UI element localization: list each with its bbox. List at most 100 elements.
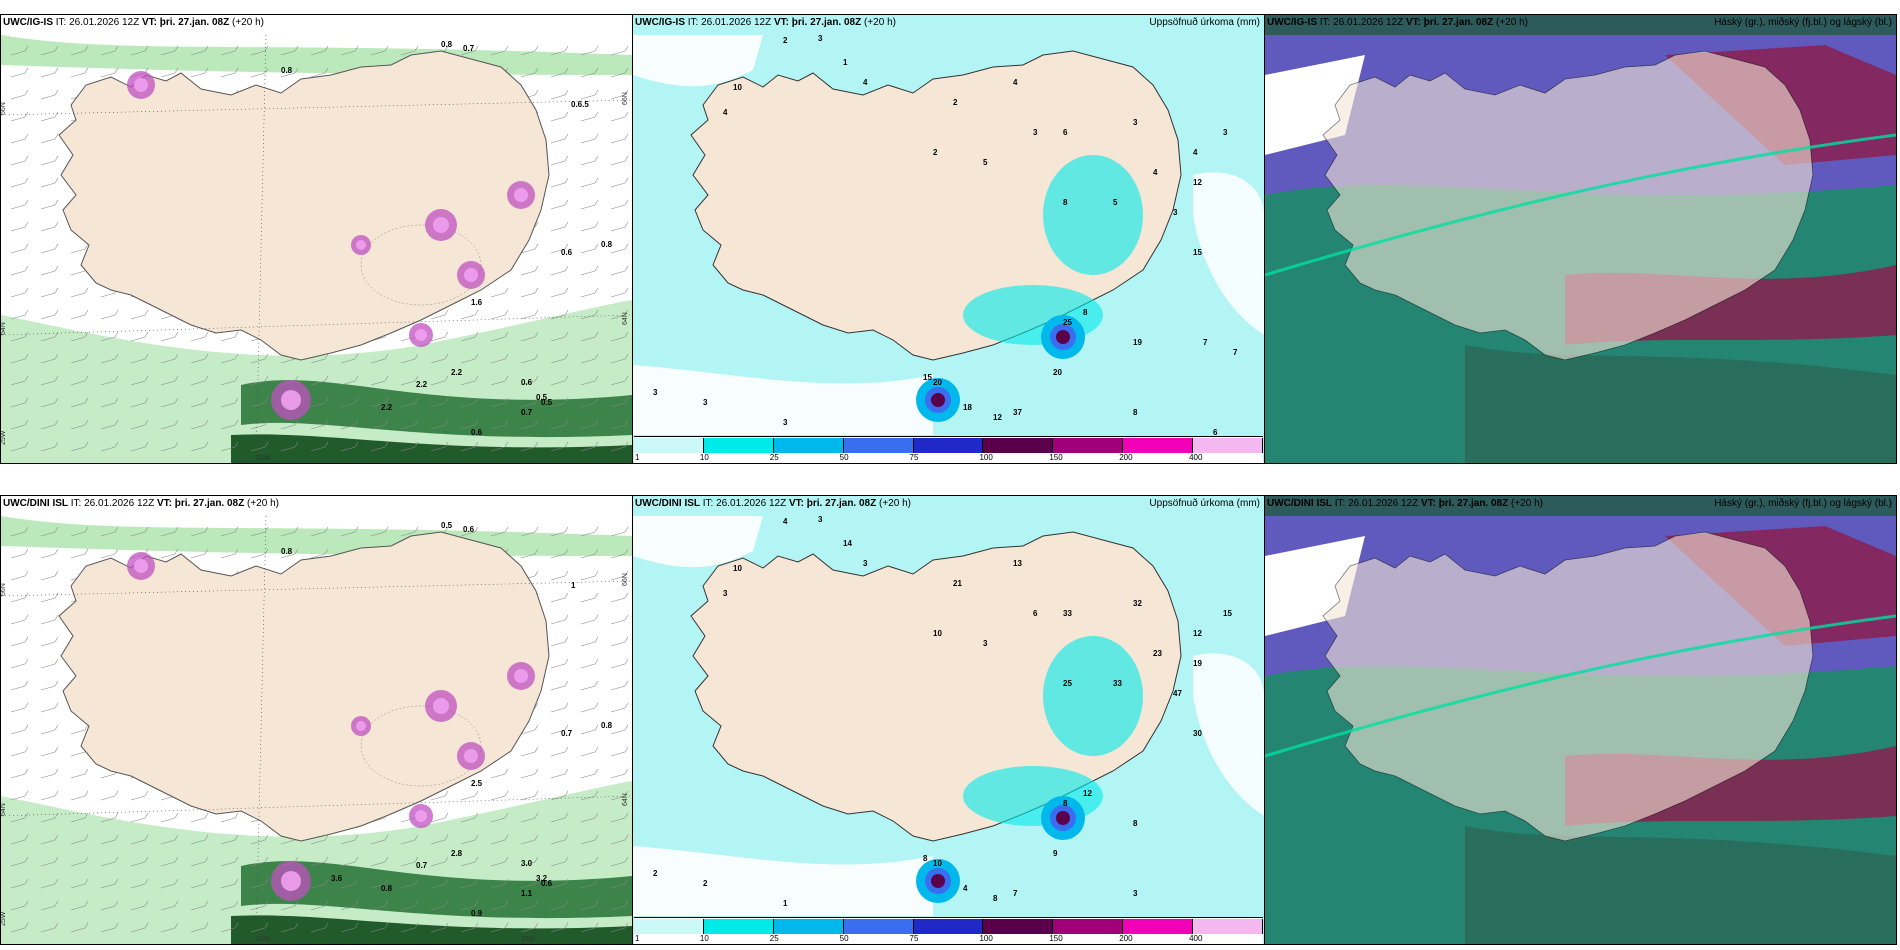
- wind-value-label: 0.5: [536, 393, 548, 402]
- precip-value-label: 12: [1083, 789, 1092, 798]
- precip-value-label: 15: [1193, 248, 1202, 257]
- precip-value-label: 4: [783, 517, 788, 526]
- panel-subtitle: Háský (gr.), miðský (fj.bl.) og lágský (…: [1714, 17, 1892, 28]
- precip-value-label: 32: [1133, 599, 1142, 608]
- colorbar-tick-label: 100: [979, 453, 993, 462]
- precip-value-label: 15: [923, 373, 932, 382]
- colorbar-segment: [1053, 919, 1124, 934]
- precip-value-label: 12: [1193, 178, 1202, 187]
- wind-value-label: 0.7: [521, 408, 533, 417]
- wind-value-label: 0.8: [381, 884, 393, 893]
- colorbar: 1 10 25 50 75 100 150 200 400: [634, 436, 1263, 463]
- precip-value-label: 8: [1133, 819, 1138, 828]
- colorbar-segment: [703, 919, 774, 934]
- wind-value-label: 1.6: [471, 298, 483, 307]
- colorbar-tick-label: 200: [1119, 453, 1133, 462]
- colorbar-segment: [843, 438, 914, 453]
- axis-label: 20W: [256, 936, 271, 943]
- precip-value-label: 3: [723, 589, 728, 598]
- panel-clouds-bottom: UWC/DINI ISL IT: 26.01.2026 12Z VT: þri.…: [1264, 495, 1897, 945]
- colorbar-tick-label: 25: [769, 934, 779, 943]
- precip-value-label: 12: [993, 413, 1002, 422]
- axis-label: 15W: [521, 936, 536, 943]
- precip-value-label: 19: [1193, 659, 1202, 668]
- precip-value-label: 7: [1233, 348, 1238, 357]
- axis-label: 66N: [1, 583, 7, 596]
- colorbar-segment: [1193, 438, 1263, 453]
- precip-value-label: 6: [1033, 609, 1038, 618]
- precip-value-label: 23: [1153, 649, 1162, 658]
- wind-value-label: 0.8: [281, 66, 293, 75]
- axis-label: 20W: [256, 455, 271, 462]
- axis-label: 66N: [1, 102, 7, 115]
- precip-value-label: 3: [1173, 208, 1178, 217]
- precip-value-label: 2: [933, 148, 938, 157]
- precip-value-label: 3: [1033, 128, 1038, 137]
- precip-value-label: 2: [953, 98, 958, 107]
- precip-value-label: 33: [1113, 679, 1122, 688]
- wind-value-label: 1.1: [521, 889, 533, 898]
- colorbar-segment: [634, 919, 704, 934]
- panel-precip-bottom: UWC/DINI ISL IT: 26.01.2026 12Z VT: þri.…: [632, 495, 1265, 945]
- wind-value-label: 0.6.5: [571, 100, 589, 109]
- panel-wind-bottom: UWC/DINI ISL IT: 26.01.2026 12Z VT: þri.…: [0, 495, 633, 945]
- precip-value-label: 2: [653, 869, 658, 878]
- wind-value-label: 0.8: [601, 721, 613, 730]
- wind-value-label: 0.5: [541, 398, 553, 407]
- precip-value-label: 2: [703, 879, 708, 888]
- panel-title: UWC/IG-IS IT: 26.01.2026 12Z VT: þri. 27…: [635, 17, 896, 28]
- colorbar-tick-label: 10: [699, 934, 709, 943]
- precip-value-label: 12: [1193, 629, 1202, 638]
- colorbar-tick-label: 400: [1189, 453, 1203, 462]
- precip-value-label: 20: [933, 378, 942, 387]
- precip-value-label: 5: [983, 158, 988, 167]
- precip-value-label: 3: [1133, 889, 1138, 898]
- colorbar-segment: [1053, 438, 1124, 453]
- precip-value-label: 20: [1053, 368, 1062, 377]
- precip-value-label: 3: [1133, 118, 1138, 127]
- precip-value-label: 10: [733, 83, 742, 92]
- colorbar-segment: [1123, 438, 1194, 453]
- precip-value-label: 37: [1013, 408, 1022, 417]
- wind-value-label: 2.2: [451, 368, 463, 377]
- colorbar-tick-label: 50: [839, 934, 849, 943]
- colorbar-segment: [1193, 919, 1263, 934]
- wind-value-label: 0.6: [521, 378, 533, 387]
- precip-value-label: 6: [1063, 128, 1068, 137]
- precip-value-label: 1: [843, 58, 848, 67]
- panel-title: UWC/DINI ISL IT: 26.01.2026 12Z VT: þri.…: [1267, 498, 1543, 509]
- panel-subtitle: Háský (gr.), miðský (fj.bl.) og lágský (…: [1714, 498, 1892, 509]
- wind-value-label: 0.8: [281, 547, 293, 556]
- precip-value-label: 33: [1063, 609, 1072, 618]
- panel-precip-top: UWC/IG-IS IT: 26.01.2026 12Z VT: þri. 27…: [632, 14, 1265, 464]
- panel-clouds-top: UWC/IG-IS IT: 26.01.2026 12Z VT: þri. 27…: [1264, 14, 1897, 464]
- precip-value-label: 3: [983, 639, 988, 648]
- colorbar-segment: [634, 438, 704, 453]
- wind-value-label: 2.2: [416, 380, 428, 389]
- wind-value-label: 1: [571, 581, 576, 590]
- precip-value-label: 21: [953, 579, 962, 588]
- axis-label: 64N: [622, 312, 629, 325]
- panel-subtitle: Uppsöfnuð úrkoma (mm): [1149, 17, 1260, 28]
- colorbar-tick-label: 100: [979, 934, 993, 943]
- colorbar-tick-label: 1: [635, 453, 640, 462]
- precip-value-label: 47: [1173, 689, 1182, 698]
- precip-value-label: 3: [703, 398, 708, 407]
- precip-value-label: 3: [818, 515, 823, 524]
- colorbar-segment: [773, 919, 844, 934]
- colorbar-segment: [1123, 919, 1194, 934]
- axis-label: 66N: [622, 92, 629, 105]
- axis-label: 64N: [1, 803, 7, 816]
- wind-value-label: 0.5: [441, 521, 453, 530]
- colorbar-segment: [773, 438, 844, 453]
- colorbar-tick-label: 50: [839, 453, 849, 462]
- precip-value-label: 8: [1133, 408, 1138, 417]
- wind-value-label: 3.2: [536, 874, 548, 883]
- colorbar-tick-label: 75: [909, 453, 919, 462]
- axis-label: 25W: [1, 911, 7, 926]
- precip-value-label: 15: [1223, 609, 1232, 618]
- panel-subtitle: Uppsöfnuð úrkoma (mm): [1149, 498, 1260, 509]
- wind-value-label: 2.8: [451, 849, 463, 858]
- precip-value-label: 8: [1063, 198, 1068, 207]
- precip-value-label: 8: [993, 894, 998, 903]
